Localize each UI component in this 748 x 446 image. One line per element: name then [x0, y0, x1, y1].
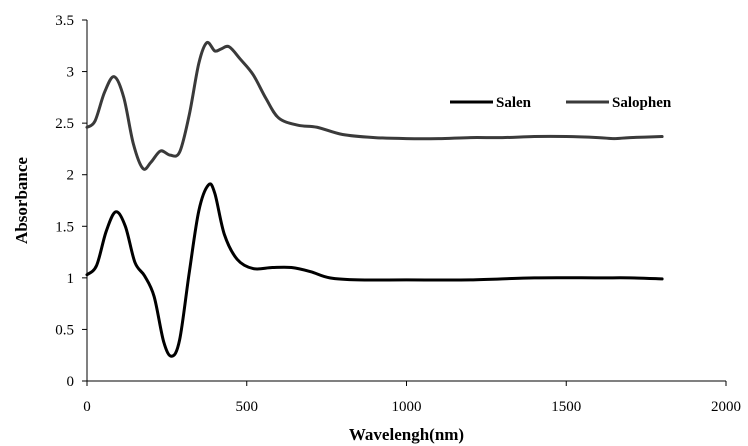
x-tick-label: 1000	[392, 399, 422, 415]
y-tick-label: 3	[67, 65, 75, 81]
y-axis-title: Absorbance	[12, 157, 31, 244]
x-tick-label: 0	[83, 399, 91, 415]
x-tick-label: 500	[236, 399, 259, 415]
plot-lines	[85, 40, 664, 358]
legend: Salen Salophen	[450, 95, 672, 111]
x-axis-title: Wavelengh(nm)	[349, 425, 464, 444]
y-tick-label: 0	[67, 374, 75, 390]
y-tick-label: 3.5	[55, 13, 74, 29]
legend-label-salen: Salen	[496, 95, 532, 111]
series-line-salen	[85, 182, 664, 358]
x-tick-label: 2000	[711, 399, 741, 415]
y-tick-label: 2	[67, 168, 75, 184]
x-tick-label: 1500	[551, 399, 581, 415]
y-tick-label: 2.5	[55, 116, 74, 132]
y-tick-label: 1	[67, 271, 75, 287]
legend-label-salophen: Salophen	[612, 95, 672, 111]
series-line-salophen	[85, 40, 664, 171]
y-tick-label: 0.5	[55, 322, 74, 338]
y-tick-label: 1.5	[55, 219, 74, 235]
axes: 0 0.5 1 1.5 2 2.5 3 3.5 0 500 1000 1500 2000	[55, 13, 741, 415]
